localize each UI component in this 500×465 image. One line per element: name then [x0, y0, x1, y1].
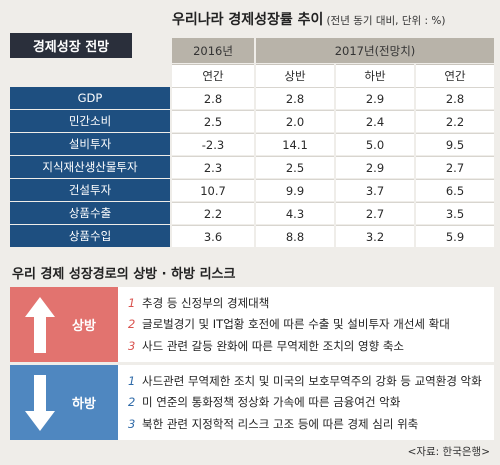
- table-cell: 9.9: [256, 179, 334, 201]
- table-cell: 6.5: [416, 179, 494, 201]
- row-label-construction-investment: 건설투자: [10, 179, 170, 201]
- table-title: 우리나라 경제성장률 추이 (전년 동기 대비, 단위 : %): [172, 9, 445, 29]
- table-cell: 2.8: [416, 87, 494, 109]
- table-cell: -2.3: [172, 133, 254, 155]
- table-cell: 5.0: [336, 133, 414, 155]
- table-title-text: 우리나라 경제성장률 추이: [172, 12, 324, 28]
- table-cell: 5.9: [416, 225, 494, 247]
- table-cell: 2.0: [256, 110, 334, 132]
- unit-note: (전년 동기 대비, 단위 : %): [326, 15, 446, 27]
- subheader-2016-annual: 연간: [172, 64, 254, 87]
- item-number: 3: [128, 416, 136, 431]
- table-cell: 2.5: [172, 110, 254, 132]
- list-item: 3 북한 관련 지정학적 리스크 고조 등에 따른 경제 심리 위축: [128, 413, 488, 435]
- table-cell: 4.3: [256, 202, 334, 224]
- item-text: 사드관련 무역제한 조치 및 미국의 보호무역주의 강화 등 교역환경 악화: [142, 373, 482, 388]
- item-number: 1: [128, 295, 136, 310]
- item-text: 미 연준의 통화정책 정상화 가속에 따른 금융여건 악화: [142, 395, 401, 410]
- table-cell: 2.9: [336, 87, 414, 109]
- list-item: 1 사드관련 무역제한 조치 및 미국의 보호무역주의 강화 등 교역환경 악화: [128, 370, 488, 392]
- table-cell: 8.8: [256, 225, 334, 247]
- table-cell: 2.4: [336, 110, 414, 132]
- item-text: 사드 관련 갈등 완화에 따른 무역제한 조치의 영향 축소: [142, 338, 405, 353]
- upside-tab: 상방: [10, 287, 118, 362]
- list-item: 3 사드 관련 갈등 완화에 따른 무역제한 조치의 영향 축소: [128, 335, 488, 357]
- item-text: 글로벌경기 및 IT업황 호전에 따른 수출 및 설비투자 개선세 확대: [142, 317, 450, 332]
- item-text: 추경 등 신정부의 경제대책: [142, 295, 270, 310]
- source-note: <자료: 한국은행>: [407, 446, 490, 458]
- table-cell: 3.7: [336, 179, 414, 201]
- table-cell: 2.7: [416, 156, 494, 178]
- subheader-2017-h1: 상반: [256, 64, 334, 87]
- table-cell: 2.2: [172, 202, 254, 224]
- arrow-up-icon: [25, 296, 55, 353]
- list-item: 2 글로벌경기 및 IT업황 호전에 따른 수출 및 설비투자 개선세 확대: [128, 314, 488, 336]
- item-number: 3: [128, 338, 136, 353]
- subheader-2017-h2: 하반: [336, 64, 414, 87]
- row-label-goods-imports: 상품수입: [10, 225, 170, 247]
- table-cell: 2.7: [336, 202, 414, 224]
- item-number: 2: [128, 395, 136, 410]
- item-number: 2: [128, 317, 136, 332]
- downside-risk-panel: 하방 1 사드관련 무역제한 조치 및 미국의 보호무역주의 강화 등 교역환경 …: [10, 365, 494, 440]
- item-text: 북한 관련 지정학적 리스크 고조 등에 따른 경제 심리 위축: [142, 416, 419, 431]
- header-2017: 2017년(전망치): [256, 38, 494, 63]
- row-label-private-consumption: 민간소비: [10, 110, 170, 132]
- upside-list: 1 추경 등 신정부의 경제대책 2 글로벌경기 및 IT업황 호전에 따른 수출 …: [128, 292, 488, 357]
- table-cell: 2.5: [256, 156, 334, 178]
- row-label-goods-exports: 상품수출: [10, 202, 170, 224]
- table-cell: 2.8: [256, 87, 334, 109]
- downside-list: 1 사드관련 무역제한 조치 및 미국의 보호무역주의 강화 등 교역환경 악화 …: [128, 370, 488, 435]
- list-item: 1 추경 등 신정부의 경제대책: [128, 292, 488, 314]
- row-label-gdp: GDP: [10, 87, 170, 109]
- table-cell: 14.1: [256, 133, 334, 155]
- item-number: 1: [128, 373, 136, 388]
- table-cell: 2.2: [416, 110, 494, 132]
- table-cell: 10.7: [172, 179, 254, 201]
- list-item: 2 미 연준의 통화정책 정상화 가속에 따른 금융여건 악화: [128, 392, 488, 414]
- subheader-2017-annual: 연간: [416, 64, 494, 87]
- header-2016: 2016년: [172, 38, 254, 63]
- table-cell: 3.2: [336, 225, 414, 247]
- table-cell: 2.9: [336, 156, 414, 178]
- section-badge: 경제성장 전망: [10, 33, 132, 58]
- row-label-facility-investment: 설비투자: [10, 133, 170, 155]
- table-cell: 3.5: [416, 202, 494, 224]
- risk-section-title: 우리 경제 성장경로의 상방 · 하방 리스크: [12, 267, 236, 282]
- table-cell: 3.6: [172, 225, 254, 247]
- row-label-ip-investment: 지식재산생산물투자: [10, 156, 170, 178]
- table-cell: 2.8: [172, 87, 254, 109]
- table-cell: 2.3: [172, 156, 254, 178]
- upside-label: 상방: [72, 319, 96, 334]
- arrow-down-icon: [25, 374, 55, 431]
- downside-label: 하방: [72, 397, 96, 412]
- table-cell: 9.5: [416, 133, 494, 155]
- downside-tab: 하방: [10, 365, 118, 440]
- upside-risk-panel: 상방 1 추경 등 신정부의 경제대책 2 글로벌경기 및 IT업황 호전에 따른 …: [10, 287, 494, 362]
